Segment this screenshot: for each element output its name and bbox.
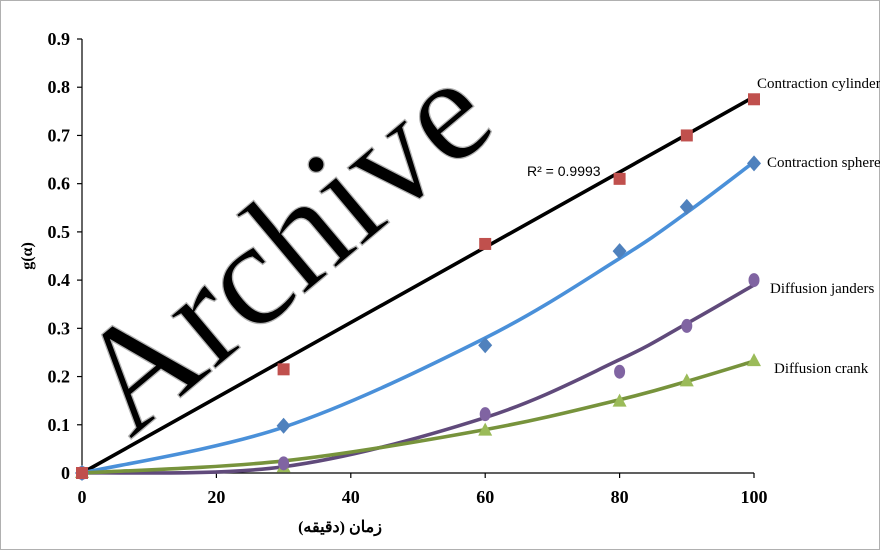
y-tick-label: 0.3: [48, 318, 71, 338]
data-point-contraction-sphere: [679, 198, 694, 215]
trend-line-contraction-cylinder: [80, 95, 756, 475]
data-markers: [75, 93, 761, 481]
y-axis-ticks: 0 0.1 0.2 0.3 0.4 0.5 0.6 0.7 0.8 0.9: [48, 29, 82, 483]
data-point-contraction-cylinder: [613, 172, 626, 185]
data-point-diffusion-crank: [612, 393, 627, 407]
x-tick-label: 0: [78, 487, 87, 507]
data-point-diffusion-janders: [278, 456, 290, 471]
data-point-diffusion-janders: [479, 407, 491, 422]
data-point-diffusion-janders: [614, 364, 626, 379]
y-axis-title: g(α): [19, 242, 36, 270]
data-point-contraction-sphere: [276, 417, 291, 434]
data-point-contraction-sphere: [612, 243, 627, 260]
x-axis-ticks: 0 20 40 60 80 100: [78, 473, 768, 507]
y-tick-label: 0.6: [48, 174, 71, 194]
series-label-contraction-cylinder: Contraction cylinder: [757, 76, 880, 92]
r-squared-annotation: R² = 0.9993: [527, 163, 601, 179]
y-tick-label: 0.7: [48, 125, 71, 145]
series-label-diffusion-janders: Diffusion janders: [770, 281, 874, 297]
data-point-diffusion-crank: [478, 422, 493, 436]
data-point-contraction-sphere: [747, 155, 761, 172]
data-point-contraction-cylinder: [277, 363, 290, 376]
data-point-diffusion-crank: [679, 373, 694, 387]
x-tick-label: 80: [611, 487, 629, 507]
x-tick-label: 60: [476, 487, 494, 507]
series-label-diffusion-crank: Diffusion crank: [774, 361, 869, 377]
x-axis-title: زمان (دقیقه): [298, 519, 382, 537]
data-point-contraction-cylinder: [748, 93, 760, 106]
series-label-contraction-sphere: Contraction sphere: [767, 155, 880, 171]
data-point-contraction-cylinder: [76, 467, 88, 479]
y-tick-label: 0.4: [48, 270, 71, 290]
x-tick-label: 40: [342, 487, 360, 507]
y-tick-label: 0.9: [48, 29, 71, 49]
data-point-diffusion-janders: [748, 273, 760, 288]
y-tick-label: 0.5: [48, 222, 71, 242]
y-tick-label: 0.2: [48, 367, 71, 387]
y-tick-label: 0: [61, 463, 70, 483]
x-tick-label: 100: [741, 487, 768, 507]
data-point-contraction-cylinder: [680, 129, 693, 142]
y-tick-label: 0.1: [48, 415, 71, 435]
data-point-contraction-cylinder: [479, 237, 492, 250]
data-point-diffusion-janders: [681, 318, 693, 333]
x-tick-label: 20: [207, 487, 225, 507]
data-point-diffusion-crank: [747, 353, 761, 367]
y-tick-label: 0.8: [48, 77, 71, 97]
data-point-contraction-sphere: [478, 337, 493, 354]
